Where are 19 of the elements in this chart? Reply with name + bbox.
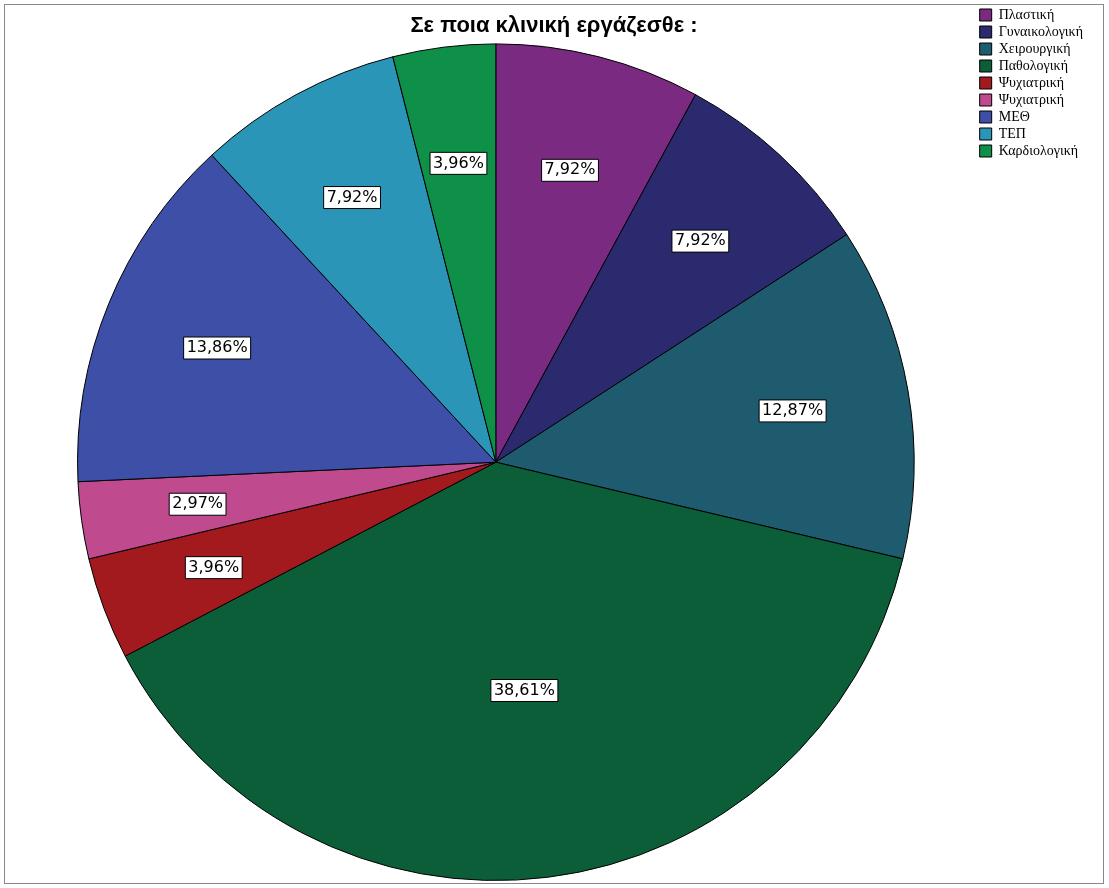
data-label: 7,92% <box>326 186 378 206</box>
data-label: 3,96% <box>188 556 240 576</box>
data-label: 13,86% <box>186 337 248 357</box>
legend-label: Γυναικολογική <box>998 23 1084 39</box>
legend-label: Ψυχιατρική <box>998 74 1065 90</box>
legend-label: ΤΕΠ <box>998 125 1026 141</box>
data-label: 12,87% <box>762 400 824 420</box>
legend-label: Ψυχιατρική <box>998 91 1065 107</box>
data-label: 3,96% <box>433 152 484 172</box>
data-label: 38,61% <box>493 679 555 699</box>
legend-label: Πλαστική <box>998 6 1055 22</box>
chart-title: Σε ποια κλινική εργάζεσθε : <box>410 12 698 38</box>
legend-label: Χειρουργική <box>998 40 1071 56</box>
data-label: 7,92% <box>674 230 726 250</box>
legend-label: Παθολογική <box>998 57 1068 73</box>
data-label: 2,97% <box>172 493 224 513</box>
legend-label: Καρδιολογική <box>998 142 1079 158</box>
legend-label: ΜΕΘ <box>998 108 1030 124</box>
data-label: 7,92% <box>544 159 596 179</box>
